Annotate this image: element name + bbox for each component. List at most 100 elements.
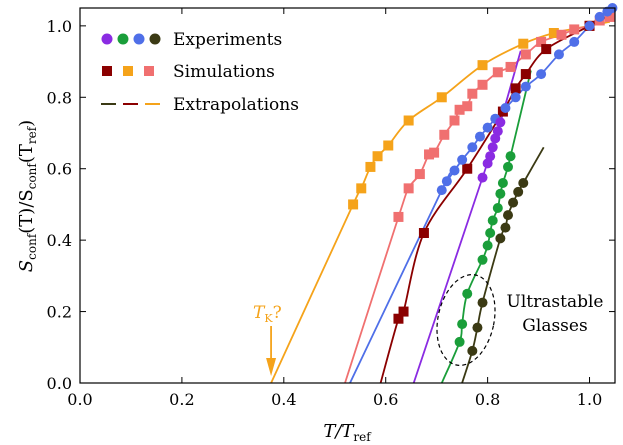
legend-label-simulations: Simulations (173, 62, 275, 82)
data-point (569, 36, 580, 47)
data-point (536, 69, 547, 80)
data-point (503, 161, 513, 172)
data-point (508, 197, 519, 208)
data-point (457, 154, 468, 165)
legend-marker (123, 66, 133, 76)
data-point (477, 79, 488, 90)
data-point (492, 126, 503, 137)
data-point (467, 88, 478, 99)
data-markers (348, 3, 618, 356)
y-tick-label: 1.0 (47, 17, 72, 36)
axis-ticks (79, 8, 615, 384)
data-point (513, 186, 524, 197)
data-point (520, 81, 531, 92)
data-point (449, 115, 460, 126)
data-point (569, 24, 580, 35)
data-point (500, 222, 511, 233)
data-point (439, 129, 450, 140)
x-tick-labels: 0.0 0.2 0.4 0.6 0.8 1.0 (67, 390, 602, 409)
data-point (548, 28, 559, 38)
data-point (449, 165, 460, 176)
data-point (584, 20, 595, 31)
data-point (424, 149, 435, 160)
data-point (477, 172, 488, 183)
data-point (556, 29, 567, 40)
y-tick-label: 0.4 (47, 231, 72, 250)
data-point (518, 38, 529, 49)
data-point (487, 215, 498, 226)
data-point (495, 117, 506, 128)
data-point (505, 61, 516, 72)
data-point (518, 178, 529, 188)
data-point (477, 60, 488, 71)
x-tick-label: 0.2 (169, 390, 194, 409)
legend-marker (117, 33, 129, 45)
ultrastable-line2: Glasses (522, 316, 587, 336)
data-point (553, 49, 564, 60)
data-point (356, 183, 367, 194)
tk-annotation: TK? (253, 303, 282, 376)
data-point (441, 176, 452, 187)
legend-marker (144, 66, 154, 76)
data-point (604, 11, 615, 22)
data-point (393, 211, 404, 222)
data-point (462, 288, 473, 299)
ultrastable-line1: Ultrastable (507, 292, 604, 312)
data-point (418, 228, 429, 238)
x-tick-label: 0.0 (67, 390, 92, 409)
data-point (436, 185, 447, 196)
tk-label: TK? (253, 303, 282, 325)
data-point (495, 233, 506, 244)
data-point (487, 142, 498, 153)
data-point (485, 151, 496, 162)
y-tick-label: 0.0 (47, 374, 72, 393)
data-point (520, 69, 531, 80)
x-tick-label: 0.6 (373, 390, 398, 409)
legend-marker (149, 33, 161, 45)
data-point (365, 161, 376, 172)
plot-frame (79, 7, 616, 384)
data-point (510, 83, 521, 94)
data-point (462, 163, 473, 174)
data-point (482, 122, 493, 133)
data-point (510, 92, 521, 103)
ultrastable-annotation: Ultrastable Glasses (436, 274, 604, 366)
data-point (474, 131, 485, 142)
y-tick-label: 0.6 (47, 160, 72, 179)
legend-marker (133, 33, 145, 45)
data-point (495, 188, 506, 199)
data-point (398, 306, 409, 317)
legend-label-experiments: Experiments (173, 30, 282, 50)
y-tick-label: 0.8 (47, 88, 72, 107)
data-point (403, 183, 414, 194)
x-axis-label: T/Tref (323, 421, 372, 444)
data-point (403, 115, 414, 126)
tk-arrow-head (266, 358, 277, 376)
data-point (454, 336, 465, 347)
data-point (492, 203, 503, 213)
data-point (457, 319, 468, 330)
data-point (454, 104, 465, 115)
data-point (436, 92, 447, 103)
legend-simulations-markers (102, 66, 154, 76)
data-point (485, 228, 496, 238)
data-point (429, 147, 440, 158)
data-point (472, 322, 483, 333)
data-point (348, 199, 359, 210)
x-tick-label: 1.0 (577, 390, 602, 409)
data-point (536, 36, 547, 47)
data-point (372, 151, 383, 162)
data-point (477, 254, 488, 265)
data-point (414, 169, 425, 180)
ultrastable-ellipse (436, 274, 496, 366)
data-point (541, 44, 552, 55)
x-tick-label: 0.8 (475, 390, 500, 409)
data-point (594, 11, 605, 22)
legend: Experiments Simulations Extrapolations (101, 30, 299, 115)
data-point (467, 345, 478, 356)
data-point (393, 313, 404, 324)
y-tick-label: 0.2 (47, 303, 72, 322)
y-axis-label: Sconf(T)/Sconf(Tref) (16, 120, 39, 272)
data-point (482, 240, 493, 251)
